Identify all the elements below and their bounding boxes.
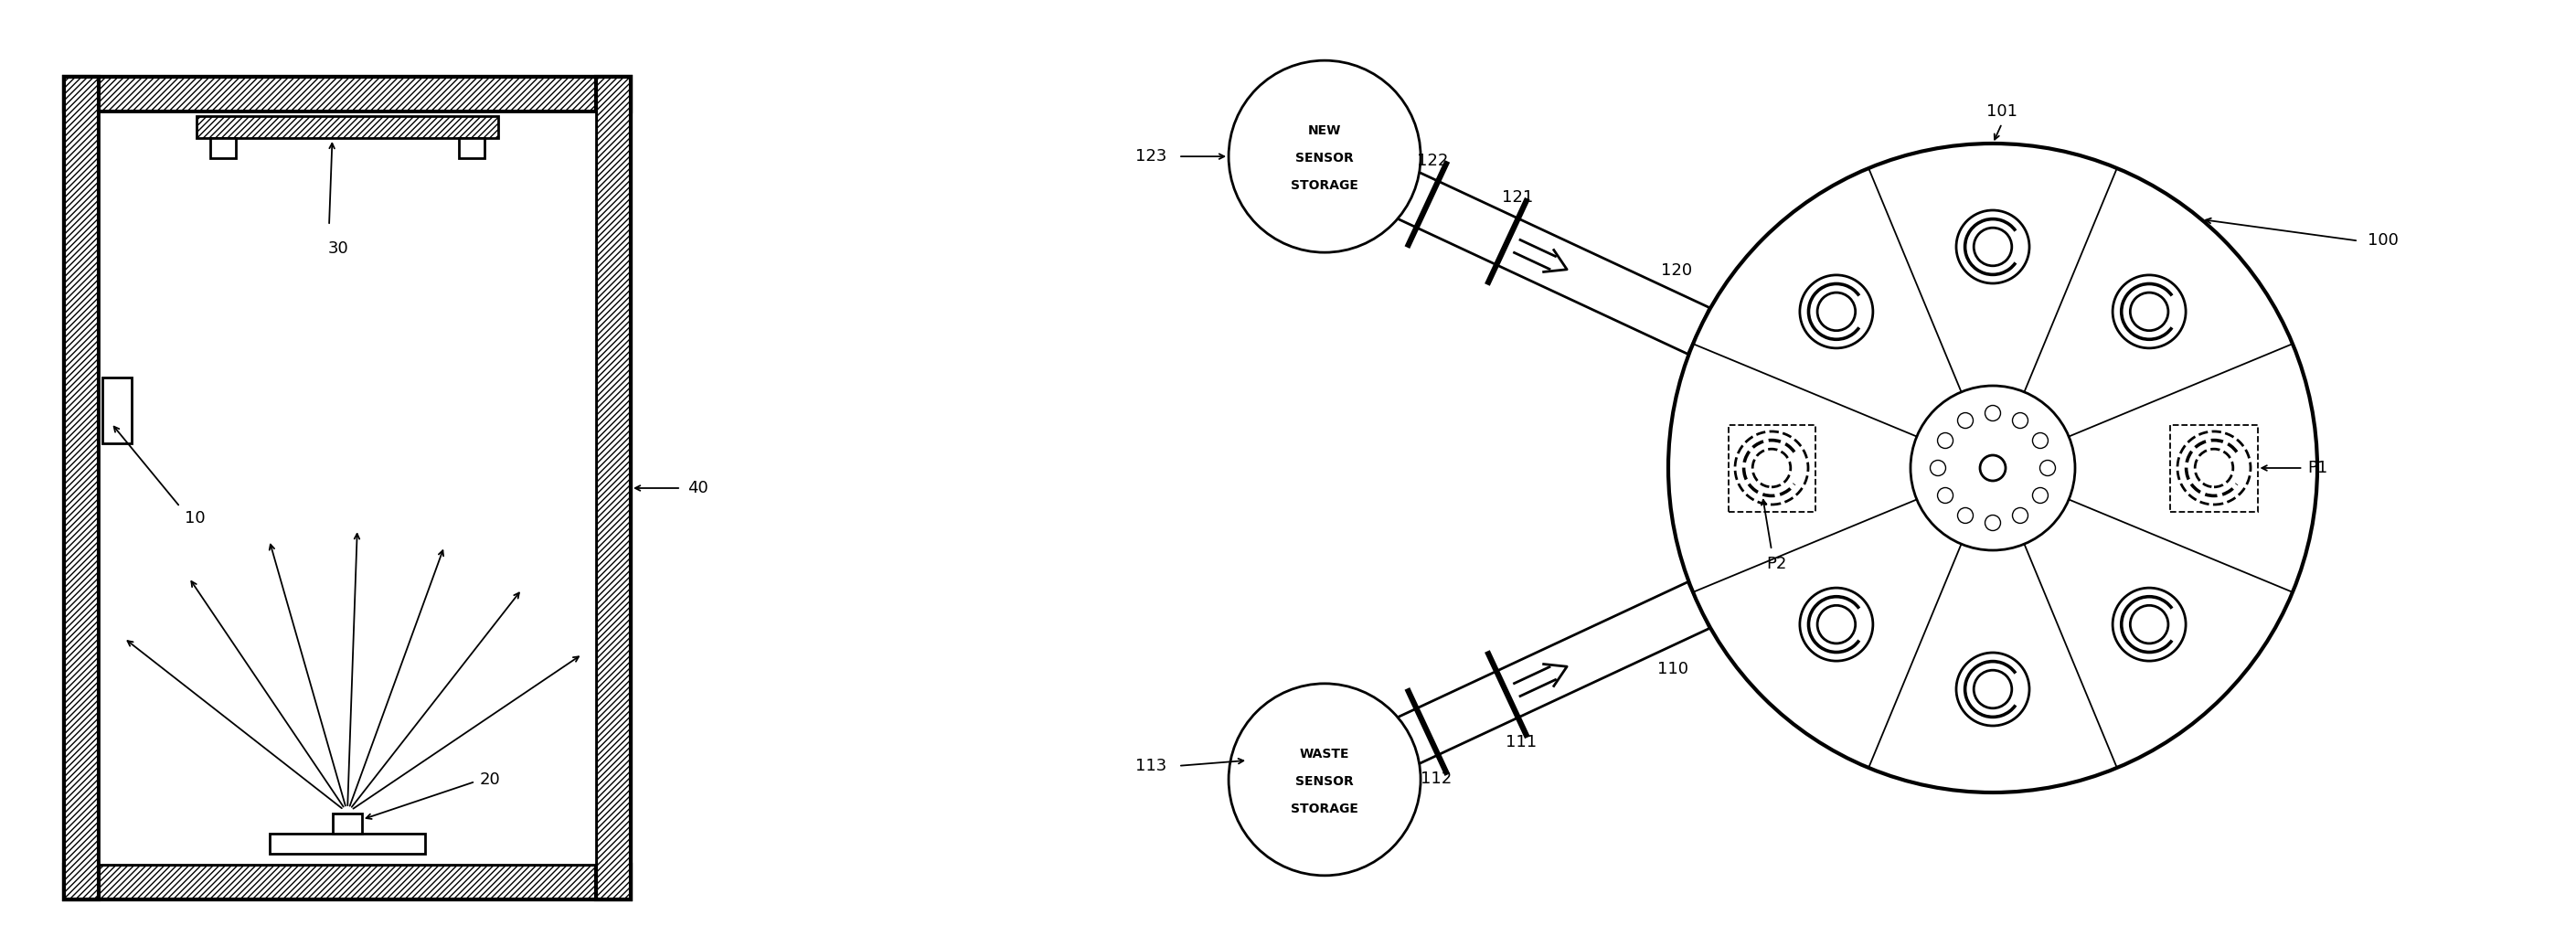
Circle shape (1986, 405, 2002, 421)
Circle shape (1955, 652, 2030, 725)
Circle shape (2112, 275, 2187, 348)
Circle shape (1911, 386, 2076, 550)
Circle shape (1752, 449, 1790, 487)
Circle shape (1958, 507, 1973, 523)
Polygon shape (211, 138, 237, 158)
Polygon shape (98, 111, 595, 865)
Text: SENSOR: SENSOR (1296, 152, 1355, 165)
Text: 110: 110 (1656, 661, 1687, 677)
Circle shape (2130, 606, 2169, 643)
Text: 111: 111 (1504, 734, 1538, 750)
Text: WASTE: WASTE (1301, 748, 1350, 760)
Circle shape (1229, 683, 1419, 875)
Circle shape (1986, 515, 2002, 531)
Circle shape (2032, 432, 2048, 448)
Polygon shape (103, 377, 131, 443)
Circle shape (1229, 61, 1419, 253)
Text: 30: 30 (327, 241, 348, 256)
Circle shape (1929, 461, 1945, 475)
Polygon shape (459, 138, 484, 158)
Text: 10: 10 (185, 509, 206, 526)
Text: 121: 121 (1502, 189, 1533, 206)
Circle shape (1958, 413, 1973, 429)
Text: 123: 123 (1136, 148, 1167, 165)
Circle shape (1801, 588, 1873, 661)
Text: 122: 122 (1417, 153, 1448, 168)
Polygon shape (1340, 582, 1710, 791)
Polygon shape (270, 834, 425, 854)
Circle shape (2040, 461, 2056, 475)
Text: P1: P1 (2308, 460, 2329, 476)
Polygon shape (64, 77, 631, 899)
Text: 112: 112 (1422, 771, 1453, 787)
Circle shape (2012, 507, 2027, 523)
Text: 120: 120 (1662, 262, 1692, 279)
Polygon shape (64, 77, 98, 899)
Circle shape (1955, 211, 2030, 284)
Circle shape (1816, 606, 1855, 643)
Polygon shape (64, 865, 631, 899)
Text: 100: 100 (2367, 233, 2398, 249)
Text: NEW: NEW (1309, 124, 1342, 138)
Circle shape (1937, 488, 1953, 504)
Text: P2: P2 (1767, 556, 1785, 572)
Text: STORAGE: STORAGE (1291, 802, 1358, 815)
Text: 20: 20 (479, 771, 500, 788)
Text: 101: 101 (1986, 103, 2017, 120)
Circle shape (1937, 432, 1953, 448)
Text: 40: 40 (688, 480, 708, 496)
Polygon shape (595, 77, 631, 899)
Polygon shape (1340, 145, 1710, 354)
Circle shape (2112, 588, 2187, 661)
Circle shape (2195, 449, 2233, 487)
Text: SENSOR: SENSOR (1296, 775, 1355, 788)
Polygon shape (196, 116, 497, 138)
Circle shape (2130, 293, 2169, 330)
Circle shape (1736, 431, 1808, 505)
Circle shape (1816, 293, 1855, 330)
Circle shape (1669, 143, 2318, 793)
Circle shape (2012, 413, 2027, 429)
Circle shape (2032, 488, 2048, 504)
Text: STORAGE: STORAGE (1291, 180, 1358, 192)
Circle shape (1981, 455, 2007, 481)
Circle shape (1801, 275, 1873, 348)
Polygon shape (64, 77, 631, 111)
Polygon shape (332, 813, 363, 834)
Circle shape (2177, 431, 2251, 505)
Circle shape (1973, 670, 2012, 709)
Circle shape (1973, 227, 2012, 266)
Text: 113: 113 (1136, 757, 1167, 774)
